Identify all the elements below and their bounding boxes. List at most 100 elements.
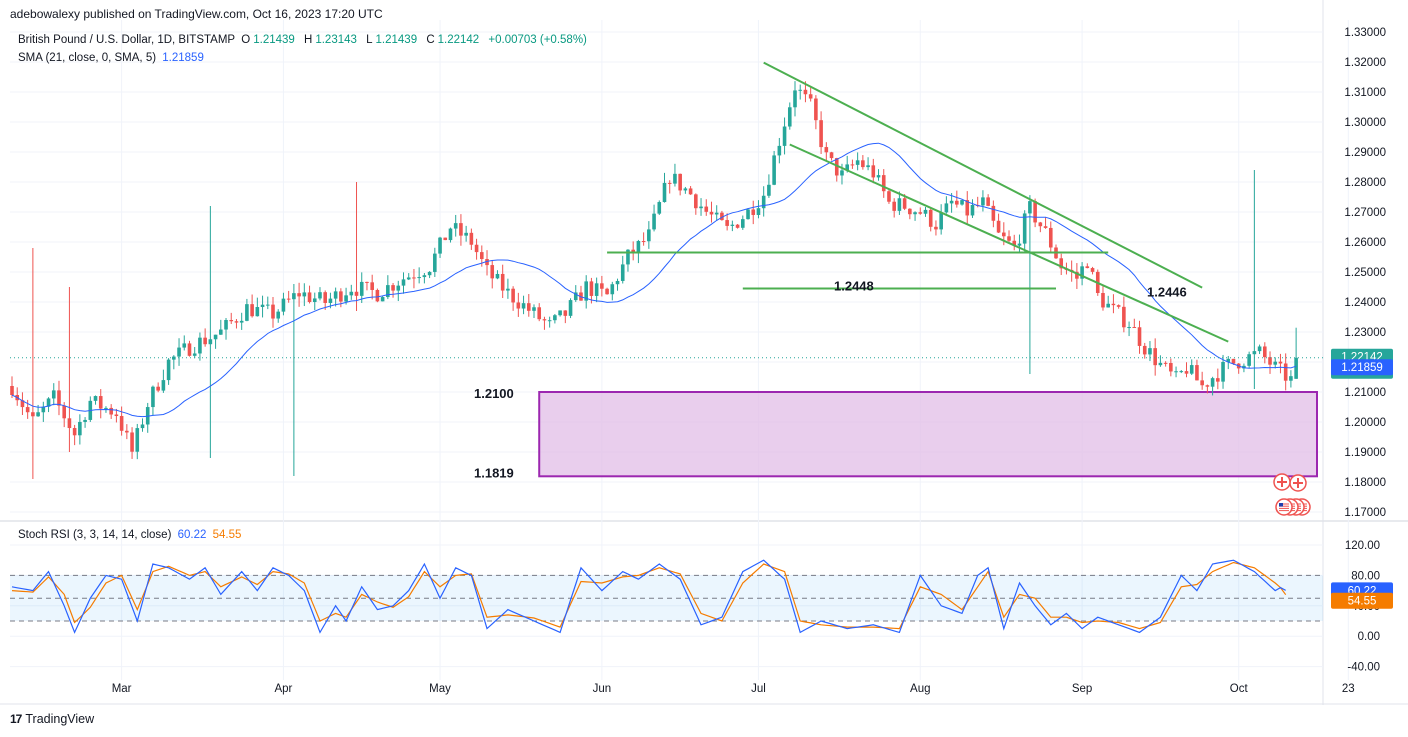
candle[interactable] [516,292,521,317]
candle[interactable] [678,173,682,196]
candle[interactable] [1179,370,1184,374]
candle[interactable] [871,158,876,184]
candle[interactable] [83,417,87,428]
candle[interactable] [996,213,1001,234]
candle[interactable] [1048,221,1053,252]
candle[interactable] [271,296,275,328]
candle[interactable] [318,287,322,301]
candle[interactable] [1090,266,1095,275]
candle[interactable] [474,238,479,260]
candle[interactable] [359,272,364,303]
candle[interactable] [297,282,301,307]
candle[interactable] [213,334,218,349]
candle[interactable] [46,397,51,413]
candle[interactable] [145,402,150,433]
candle[interactable] [453,214,458,237]
candle[interactable] [443,237,448,241]
candle[interactable] [135,423,140,460]
candle[interactable] [1153,338,1157,376]
candle[interactable] [156,382,160,393]
candle[interactable] [109,404,113,419]
candle[interactable] [829,151,834,161]
candle[interactable] [1174,366,1178,378]
candle[interactable] [787,102,792,130]
candle[interactable] [558,310,562,317]
candle[interactable] [1163,361,1168,367]
candle[interactable] [970,199,975,218]
candle[interactable] [490,259,495,289]
candle[interactable] [1033,198,1037,228]
candle[interactable] [913,211,917,221]
candle[interactable] [782,117,787,155]
candle[interactable] [208,206,213,458]
candle[interactable] [615,278,620,291]
candle[interactable] [417,267,421,284]
candle[interactable] [647,221,651,249]
sma-legend[interactable]: SMA (21, close, 0, SMA, 5) 1.21859 [18,52,207,64]
candle[interactable] [1257,344,1262,355]
candle[interactable] [485,250,489,276]
candle[interactable] [20,392,25,416]
candle[interactable] [344,287,348,305]
candle[interactable] [88,396,93,422]
uk-flag-icon[interactable] [1289,474,1307,492]
candle[interactable] [547,316,552,328]
candle[interactable] [772,150,776,186]
candle[interactable] [72,424,77,446]
candle[interactable] [151,385,155,416]
candle[interactable] [1263,342,1267,364]
candle[interactable] [594,277,599,303]
candle[interactable] [939,204,943,235]
candle[interactable] [10,376,14,399]
candle[interactable] [819,111,823,154]
candle[interactable] [1158,355,1163,367]
candle[interactable] [459,214,463,246]
candle[interactable] [777,137,782,164]
candle[interactable] [365,281,369,291]
candle[interactable] [1059,253,1064,276]
candle[interactable] [250,294,254,318]
candle[interactable] [1268,351,1272,374]
candle[interactable] [960,199,964,206]
candle[interactable] [761,186,766,217]
candle[interactable] [219,319,223,335]
candle[interactable] [1283,353,1288,391]
candle[interactable] [130,427,134,459]
candle[interactable] [610,281,615,301]
candle[interactable] [526,294,531,317]
candle[interactable] [224,318,228,340]
candle[interactable] [302,283,307,307]
candle[interactable] [78,414,82,445]
candle[interactable] [1038,221,1043,233]
candle[interactable] [375,288,380,303]
candle[interactable] [323,290,327,310]
stoch-k-line[interactable] [11,559,1286,634]
candle[interactable] [688,186,693,195]
candle[interactable] [57,380,61,416]
candle[interactable] [1195,359,1199,381]
candle[interactable] [333,287,338,307]
trendline[interactable] [789,143,1229,343]
candle[interactable] [260,295,265,318]
candle[interactable] [166,358,171,385]
candle[interactable] [793,81,797,117]
candle[interactable] [542,316,547,330]
candle[interactable] [140,418,145,432]
candle[interactable] [730,220,735,232]
candle[interactable] [500,264,505,299]
candle[interactable] [694,193,698,215]
candle[interactable] [286,290,291,303]
candle[interactable] [1216,368,1220,390]
candle[interactable] [62,402,66,428]
candle[interactable] [172,355,176,370]
candle[interactable] [928,207,933,232]
candle[interactable] [1043,217,1048,229]
candle[interactable] [255,297,260,317]
candle[interactable] [1122,296,1126,333]
candle[interactable] [741,215,745,230]
candle[interactable] [1028,195,1032,374]
candle[interactable] [292,284,296,476]
candle[interactable] [51,383,56,406]
candle[interactable] [511,286,515,311]
candle[interactable] [312,292,317,311]
